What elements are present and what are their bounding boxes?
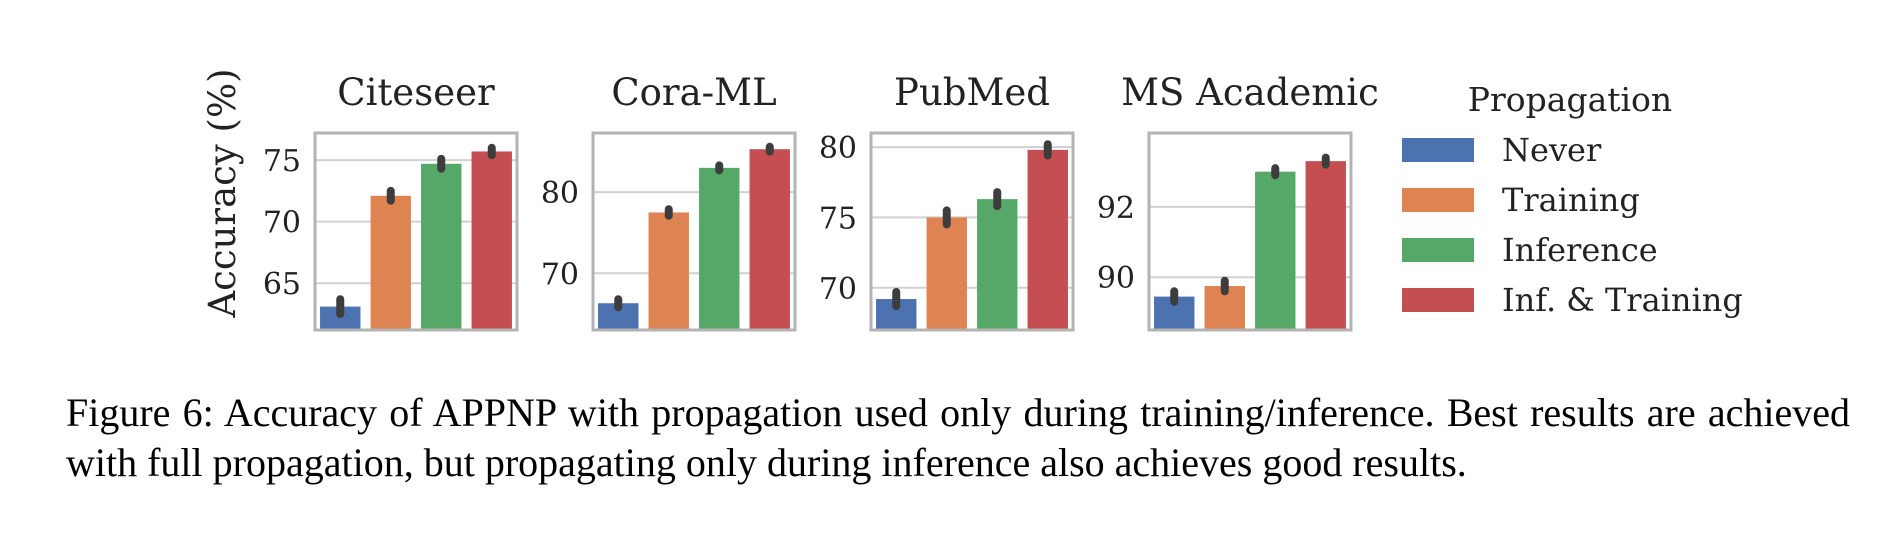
bar-training — [926, 217, 967, 330]
panel-title: Citeseer — [337, 71, 495, 114]
panel-title: MS Academic — [1121, 71, 1379, 114]
legend-item-label: Inf. & Training — [1502, 281, 1743, 319]
plot-frame — [313, 131, 519, 332]
y-tick-label: 80 — [541, 176, 579, 211]
legend-item-label: Training — [1502, 181, 1640, 219]
legend-swatch — [1402, 288, 1474, 312]
bar-never — [320, 306, 361, 330]
y-tick-label: 75 — [819, 201, 857, 236]
panel-title: PubMed — [894, 71, 1050, 114]
bar-training — [370, 195, 411, 330]
chart-panels: 657075Citeseer7080Cora-ML707580PubMed909… — [263, 71, 1379, 332]
chart-panel-2: 70 75 80 PubMed — [819, 71, 1075, 332]
bar-training — [648, 212, 689, 330]
bar-inf-training — [471, 151, 512, 330]
legend-item-label: Never — [1502, 131, 1602, 169]
bar-inf-training — [749, 149, 790, 330]
bar-inference — [977, 199, 1018, 330]
y-tick-label: 90 — [1097, 261, 1135, 296]
legend-swatch — [1402, 238, 1474, 262]
y-tick-label: 70 — [541, 257, 579, 292]
legend: Propagation Never Training Inference Inf. &… — [1402, 80, 1743, 319]
y-axis-label: Accuracy (%) — [201, 68, 244, 318]
bar-inference — [699, 167, 740, 330]
plot-frame — [1147, 131, 1353, 332]
bar-inf-training — [1305, 161, 1346, 330]
chart-panel-1: 70 80 Cora-ML — [541, 71, 797, 332]
bar-inference — [421, 163, 462, 330]
bar-inf-training — [1027, 149, 1068, 330]
panel-title: Cora-ML — [611, 71, 776, 114]
chart-panel-3: 90 92 MS Academic — [1097, 71, 1379, 332]
y-tick-label: 65 — [263, 267, 301, 302]
figure-caption: Figure 6: Accuracy of APPNP with propaga… — [66, 390, 1850, 485]
y-tick-label: 75 — [263, 144, 301, 179]
y-tick-label: 80 — [819, 131, 857, 166]
legend-swatch — [1402, 188, 1474, 212]
legend-swatch — [1402, 138, 1474, 162]
legend-title: Propagation — [1468, 80, 1672, 119]
bar-inference — [1255, 171, 1296, 330]
y-tick-label: 70 — [819, 272, 857, 307]
chart-panel-0: 65 70 75 Citeseer — [263, 71, 519, 332]
y-tick-label: 70 — [263, 206, 301, 241]
y-tick-label: 92 — [1097, 191, 1135, 226]
legend-item-label: Inference — [1502, 231, 1658, 269]
plot-frame — [869, 131, 1075, 332]
plot-frame — [591, 131, 797, 332]
